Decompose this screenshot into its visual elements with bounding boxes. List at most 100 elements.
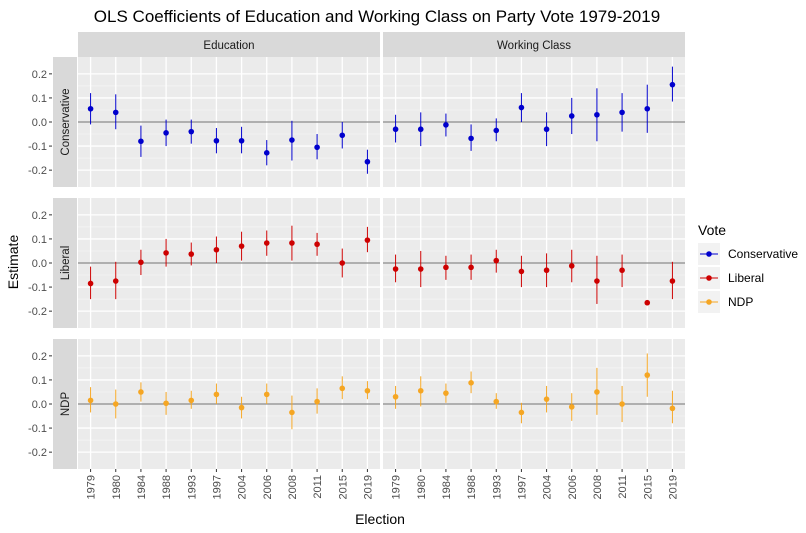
- x-tick-label: 2011: [312, 475, 324, 499]
- data-point: [138, 389, 144, 395]
- legend-label: Conservative: [728, 247, 798, 261]
- data-point: [543, 267, 550, 274]
- y-axis-title: Estimate: [5, 235, 21, 290]
- x-tick-label: 1984: [136, 475, 148, 499]
- y-tick-label: 0.2: [32, 351, 47, 363]
- data-point: [263, 240, 270, 246]
- column-strip-label: Education: [203, 40, 254, 52]
- x-tick-label: 1988: [161, 475, 173, 499]
- y-tick-label: -0.1: [28, 282, 47, 294]
- x-tick-label: 2015: [337, 475, 349, 499]
- column-strip: [78, 32, 380, 57]
- data-point: [392, 266, 399, 272]
- data-point: [644, 299, 651, 306]
- data-point: [493, 398, 500, 405]
- data-point: [339, 260, 346, 266]
- data-point: [263, 391, 270, 398]
- data-point: [443, 390, 449, 396]
- data-point: [188, 251, 195, 257]
- data-point: [493, 127, 500, 134]
- series-conservative-education: [87, 93, 371, 174]
- data-point: [468, 380, 474, 386]
- data-point: [568, 113, 575, 119]
- data-point: [568, 263, 575, 269]
- x-tick-label: 2004: [237, 475, 249, 499]
- y-tick-label: 0.1: [32, 234, 47, 246]
- data-point: [213, 137, 220, 144]
- x-tick-label: 1979: [391, 475, 403, 499]
- legend-key-point: [706, 299, 712, 305]
- data-point: [163, 130, 169, 136]
- row-strip-label: Liberal: [60, 246, 72, 281]
- x-tick-label: 1988: [466, 475, 478, 499]
- data-point: [339, 385, 346, 392]
- y-tick-label: 0.1: [32, 375, 47, 387]
- row-strip: [53, 198, 77, 328]
- data-point: [238, 404, 245, 411]
- y-tick-label: 0.0: [32, 258, 47, 270]
- y-tick-label: -0.2: [28, 306, 47, 318]
- x-tick-label: 2019: [667, 475, 679, 499]
- y-tick-label: -0.2: [28, 447, 47, 459]
- legend-key-point: [706, 251, 712, 257]
- data-point: [392, 393, 399, 400]
- data-point: [619, 109, 625, 116]
- data-point: [213, 391, 220, 398]
- row-strip-label: NDP: [60, 392, 72, 417]
- series-liberal-education: [87, 225, 371, 300]
- data-point: [112, 401, 119, 407]
- row-strip: [53, 57, 77, 187]
- data-point: [138, 138, 144, 145]
- data-point: [543, 396, 550, 402]
- data-point: [518, 104, 525, 111]
- data-point: [594, 278, 600, 284]
- data-point: [443, 122, 449, 128]
- y-tick-label: 0.0: [32, 399, 47, 411]
- x-axis-title: Election: [355, 511, 405, 527]
- data-point: [669, 405, 676, 412]
- y-tick-label: -0.1: [28, 141, 47, 153]
- data-point: [443, 264, 449, 271]
- data-point: [543, 126, 550, 133]
- legend-key-point: [706, 275, 712, 281]
- data-point: [163, 400, 169, 407]
- data-point: [392, 126, 399, 133]
- data-point: [87, 105, 94, 112]
- y-tick-label: -0.1: [28, 423, 47, 435]
- legend-label: NDP: [728, 295, 753, 309]
- x-tick-label: 1979: [86, 475, 98, 499]
- x-tick-label: 2006: [262, 475, 274, 499]
- row-strip-label: Conservative: [60, 88, 72, 155]
- x-tick-label: 2011: [617, 475, 629, 499]
- x-tick-label: 1993: [491, 475, 503, 499]
- data-point: [619, 401, 625, 407]
- y-tick-label: 0.1: [32, 93, 47, 105]
- data-point: [417, 266, 424, 272]
- data-point: [112, 109, 119, 116]
- chart-title: OLS Coefficients of Education and Workin…: [94, 7, 660, 26]
- data-point: [518, 409, 525, 416]
- data-point: [238, 137, 245, 144]
- x-tick-label: 2004: [542, 475, 554, 499]
- data-point: [289, 409, 295, 416]
- series-ndp-working-class: [392, 353, 676, 424]
- y-tick-label: 0.2: [32, 210, 47, 222]
- data-point: [417, 387, 424, 394]
- data-point: [289, 137, 295, 143]
- column-strip: [383, 32, 685, 57]
- data-point: [263, 150, 270, 156]
- data-point: [468, 135, 474, 142]
- row-strip: [53, 339, 77, 469]
- legend-title: Vote: [698, 222, 726, 238]
- data-point: [339, 132, 346, 139]
- x-tick-label: 2015: [642, 475, 654, 499]
- data-point: [213, 246, 220, 253]
- x-tick-label: 2008: [287, 475, 299, 499]
- x-tick-label: 1980: [111, 475, 123, 499]
- data-point: [619, 267, 625, 274]
- data-point: [314, 398, 320, 405]
- data-point: [594, 111, 600, 118]
- column-strip-label: Working Class: [497, 40, 571, 52]
- data-point: [568, 404, 575, 410]
